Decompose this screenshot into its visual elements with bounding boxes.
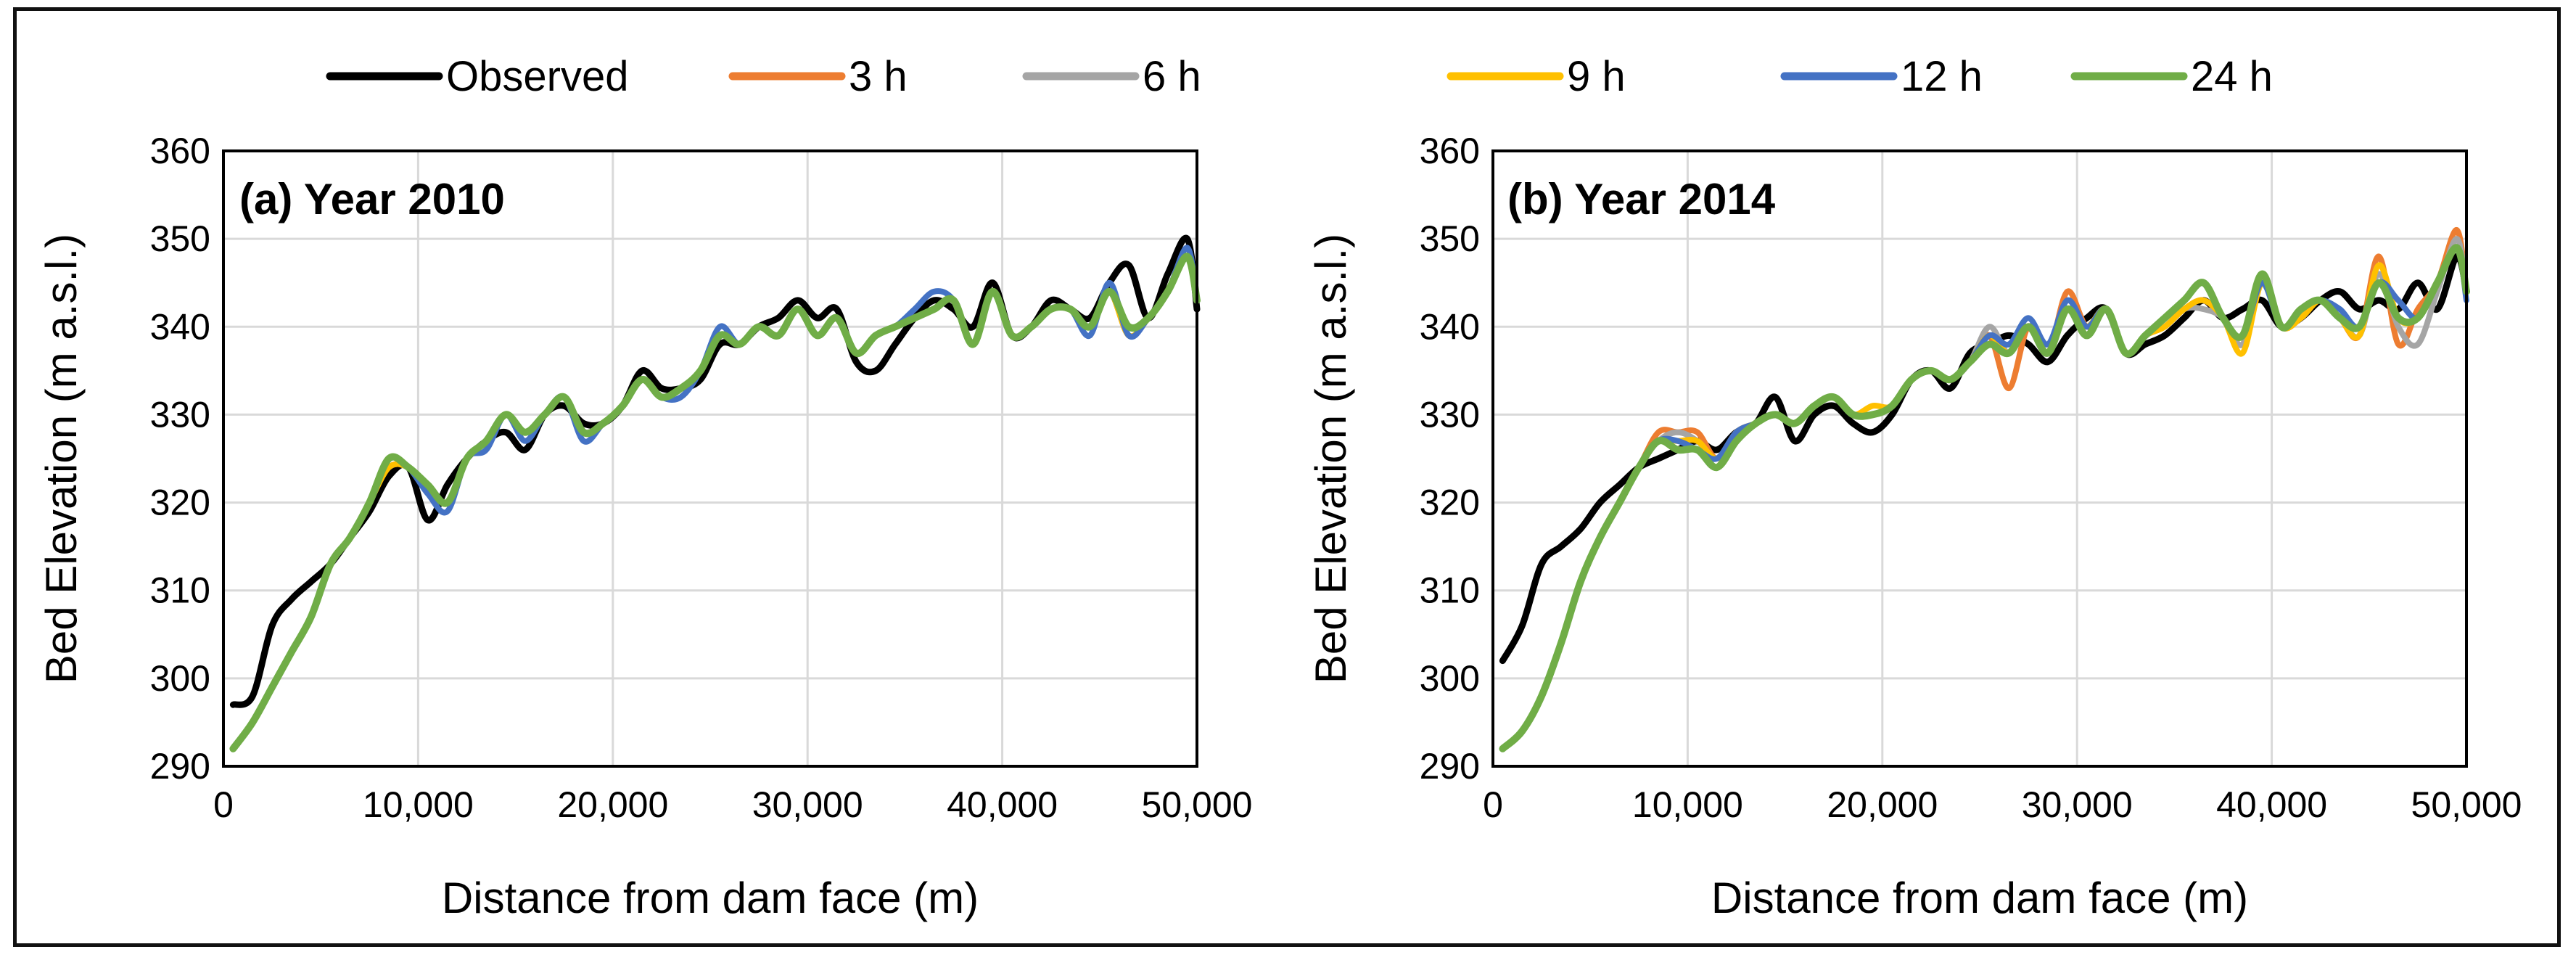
y-tick-label: 320 bbox=[1420, 483, 1480, 523]
legend-label-h3: 3 h bbox=[849, 53, 908, 100]
series-line-h24 bbox=[1499, 244, 2470, 752]
y-tick-labels: 290 300 310 320 330 340 350 360 bbox=[1420, 131, 1480, 787]
chart-title: (a) Year 2010 bbox=[239, 175, 505, 223]
series-group bbox=[1499, 226, 2470, 752]
y-tick-labels: 290 300 310 320 330 340 350 360 bbox=[150, 131, 210, 787]
plot-border bbox=[222, 149, 1198, 768]
y-tick-label: 310 bbox=[1420, 570, 1480, 611]
x-tick-labels: 0 10,000 20,000 30,000 40,000 50,000 bbox=[213, 784, 1252, 825]
gridlines bbox=[222, 149, 1198, 768]
x-tick-label: 30,000 bbox=[2022, 784, 2133, 825]
legend: Observed 3 h 6 h 9 h 12 h 24 h bbox=[326, 53, 2273, 100]
plot-area bbox=[223, 151, 1197, 766]
y-tick-label: 360 bbox=[150, 131, 210, 171]
x-axis-label: Distance from dam face (m) bbox=[442, 874, 979, 922]
y-tick-label: 340 bbox=[1420, 306, 1480, 347]
x-tick-label: 20,000 bbox=[1827, 784, 1938, 825]
y-tick-label: 330 bbox=[150, 394, 210, 435]
y-axis-label: Bed Elevation (m a.s.l.) bbox=[1306, 234, 1355, 684]
legend-label-h24: 24 h bbox=[2191, 53, 2273, 100]
x-tick-label: 40,000 bbox=[2216, 784, 2327, 825]
y-tick-label: 290 bbox=[150, 746, 210, 787]
y-tick-label: 310 bbox=[150, 570, 210, 611]
chart-title: (b) Year 2014 bbox=[1507, 175, 1776, 223]
x-tick-label: 30,000 bbox=[752, 784, 863, 825]
chart-panel-b: (b) Year 2014 290 300 310 320 330 340 350 360 0… bbox=[1306, 131, 2522, 922]
y-tick-label: 300 bbox=[150, 658, 210, 699]
plot-border bbox=[1491, 149, 2468, 768]
y-tick-label: 300 bbox=[1420, 658, 1480, 699]
x-tick-label: 0 bbox=[213, 784, 234, 825]
y-tick-label: 350 bbox=[150, 218, 210, 259]
x-tick-label: 40,000 bbox=[947, 784, 1058, 825]
y-tick-label: 290 bbox=[1420, 746, 1480, 787]
y-axis-label: Bed Elevation (m a.s.l.) bbox=[37, 234, 86, 684]
series-line-h24 bbox=[229, 253, 1201, 752]
y-tick-label: 320 bbox=[150, 483, 210, 523]
x-axis-label: Distance from dam face (m) bbox=[1711, 874, 2248, 922]
x-tick-label: 10,000 bbox=[1632, 784, 1743, 825]
legend-label-h12: 12 h bbox=[1901, 53, 1983, 100]
x-tick-label: 50,000 bbox=[1142, 784, 1253, 825]
plot-area bbox=[1493, 151, 2466, 766]
y-tick-label: 330 bbox=[1420, 394, 1480, 435]
x-tick-label: 50,000 bbox=[2411, 784, 2522, 825]
x-tick-label: 20,000 bbox=[557, 784, 668, 825]
x-tick-labels: 0 10,000 20,000 30,000 40,000 50,000 bbox=[1483, 784, 2522, 825]
x-tick-label: 10,000 bbox=[363, 784, 474, 825]
series-group bbox=[229, 234, 1201, 752]
legend-label-h6: 6 h bbox=[1143, 53, 1201, 100]
y-tick-label: 350 bbox=[1420, 218, 1480, 259]
legend-label-observed: Observed bbox=[446, 53, 628, 100]
chart-panel-a: (a) Year 2010 290 300 310 320 330 340 350 360 0… bbox=[37, 131, 1252, 922]
figure-frame bbox=[13, 7, 2561, 947]
series-line-observed bbox=[229, 234, 1201, 708]
legend-label-h9: 9 h bbox=[1567, 53, 1626, 100]
x-tick-label: 0 bbox=[1483, 784, 1503, 825]
y-tick-label: 360 bbox=[1420, 131, 1480, 171]
y-tick-label: 340 bbox=[150, 306, 210, 347]
